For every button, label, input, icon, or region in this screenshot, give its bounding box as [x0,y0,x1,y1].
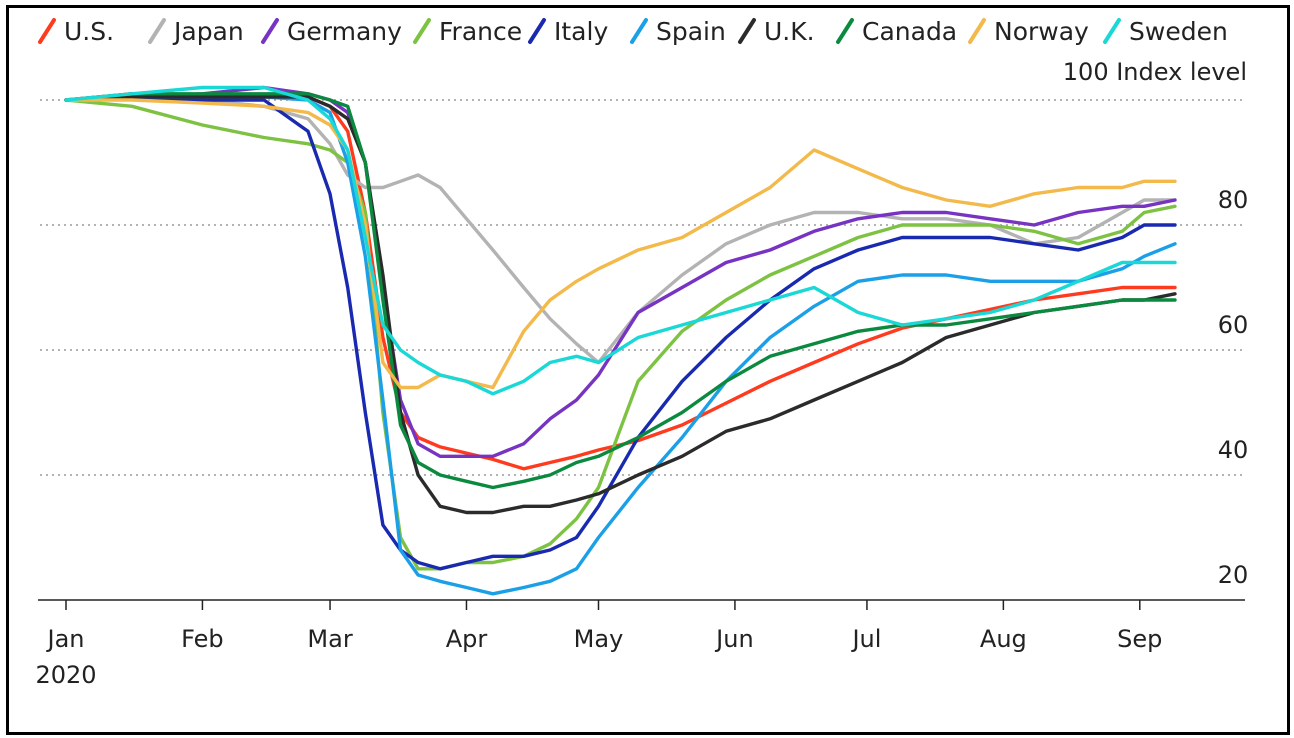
legend-label-italy: Italy [554,17,608,46]
legend-swatch-canada [836,18,854,44]
legend-swatch-sweden [1103,18,1121,44]
x-tick-label-aug: Aug [980,625,1027,653]
x-tick-label-sep: Sep [1117,625,1162,653]
legend-swatch-us [38,18,56,44]
legend-swatch-norway [968,18,986,44]
legend-label-uk: U.K. [764,17,815,46]
series-lines [64,85,1177,596]
x-tick-label-jan: Jan [46,625,85,653]
legend-label-canada: Canada [862,17,957,46]
series-line-us [64,92,1177,471]
legend: U.S. Japan Germany France Italy Spain U.K. Cana… [38,17,1228,46]
legend-label-spain: Spain [656,17,726,46]
legend-label-germany: Germany [287,17,402,46]
y-tick-label-80: 80 [1218,186,1249,214]
x-tick-label-jun: Jun [714,625,754,653]
x-tick-label-may: May [574,625,624,653]
series-line-germany [64,85,1177,458]
y-axis-labels: 20 40 60 80 [1218,186,1249,589]
series-line-france [64,98,1177,571]
legend-label-norway: Norway [994,17,1089,46]
series-line-italy [64,95,1177,571]
y-tick-label-20: 20 [1218,561,1249,589]
x-axis: Jan 2020 Feb Mar Apr May Jun Jul Aug Sep [35,599,1245,689]
y-tick-label-60: 60 [1218,311,1249,339]
legend-swatch-uk [738,18,756,44]
x-tick-label-feb: Feb [181,625,224,653]
x-tick-label-mar: Mar [307,625,352,653]
series-line-sweden [64,85,1177,396]
series-line-norway [64,98,1177,390]
legend-swatch-germany [261,18,279,44]
legend-label-france: France [439,17,522,46]
legend-swatch-japan [148,18,166,44]
x-tick-year-label: 2020 [35,661,96,689]
legend-label-us: U.S. [64,17,114,46]
legend-swatch-france [413,18,431,44]
x-tick-label-apr: Apr [446,625,488,653]
series-line-uk [64,95,1177,515]
legend-label-japan: Japan [172,17,244,46]
series-line-canada [64,92,1177,490]
series-line-japan [64,95,1177,365]
x-tick-label-jul: Jul [850,625,881,653]
legend-label-sweden: Sweden [1129,17,1228,46]
legend-swatch-spain [630,18,648,44]
y-unit-label: 100 Index level [1063,58,1247,86]
legend-swatch-italy [528,18,546,44]
series-line-spain [64,95,1177,596]
y-tick-label-40: 40 [1218,436,1249,464]
